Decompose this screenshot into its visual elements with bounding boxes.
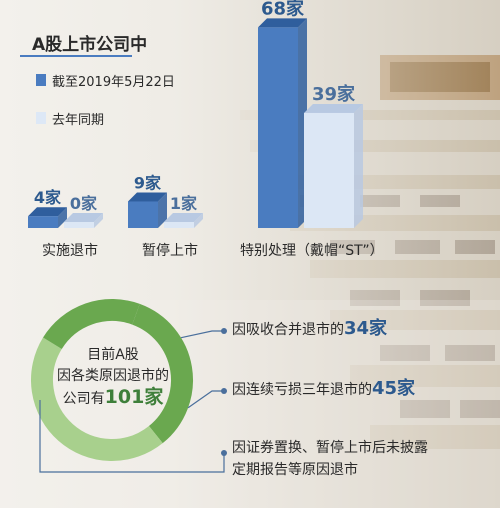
annotation-merger-value: 34家: [344, 318, 388, 339]
bar-delisted-last-year: [64, 222, 94, 228]
bar-delisted-current: [28, 216, 58, 228]
bar-label-suspended-last-year: 1家: [170, 194, 198, 213]
ring-center-line-2: 因各类原因退市的: [57, 368, 169, 384]
bar-side-suspended-last-year: [194, 213, 203, 228]
bar-top-delisted-current: [28, 207, 67, 217]
ring-center-line-1: 目前A股: [87, 347, 139, 363]
ring-segment-3: [43, 299, 140, 350]
legend-label-current: 截至2019年5月22日: [52, 75, 175, 90]
connector-other-dot: [221, 450, 227, 456]
bar-st-current: [258, 27, 298, 229]
ring-segment-2: [31, 337, 163, 461]
annotation-other-line-1: 因证券置换、暂停上市后未披露: [232, 440, 428, 456]
annotation-merger-label: 因吸收合并退市的: [232, 322, 344, 338]
bar-suspended-last-year: [164, 222, 194, 228]
bar-side-delisted-current: [58, 207, 67, 228]
bar-side-st-last-year: [354, 103, 363, 228]
ring-segment-1: [131, 303, 193, 444]
bar-side-suspended-current: [158, 192, 167, 228]
legend-label-last-year: 去年同期: [52, 113, 105, 128]
annotation-merger: 因吸收合并退市的34家: [232, 314, 387, 340]
title-underline: [20, 55, 132, 57]
connector-other: [39, 400, 225, 473]
category-label-suspended: 暂停上市: [142, 243, 198, 259]
category-label-delisted: 实施退市: [42, 243, 98, 259]
annotation-other-line-2: 定期报告等原因退市: [232, 462, 358, 478]
connector-merger-dot: [221, 328, 227, 334]
legend-swatch-current: [36, 74, 46, 86]
bar-chart: 4家 0家 9家 1家 68家 39家: [28, 0, 363, 229]
ring-chart: [31, 299, 227, 473]
connector-losses-dot: [221, 388, 227, 394]
bar-top-st-last-year: [304, 103, 363, 113]
legend-swatch-last-year: [36, 112, 46, 124]
ring-center-line-3: 公司有: [62, 391, 105, 407]
annotation-losses: 因连续亏损三年退市的45家: [232, 374, 415, 400]
bar-top-suspended-current: [128, 192, 167, 202]
bar-st-last-year: [304, 112, 354, 228]
bar-label-delisted-current: 4家: [34, 188, 62, 207]
bar-top-st-current: [258, 18, 307, 28]
bar-suspended-current: [128, 201, 158, 228]
annotation-losses-value: 45家: [372, 378, 416, 399]
ring-center-value: 101家: [104, 386, 164, 408]
connector-losses: [187, 390, 226, 409]
annotation-other: 因证券置换、暂停上市后未披露 定期报告等原因退市: [232, 437, 428, 481]
chart-title: A股上市公司中: [32, 35, 148, 55]
bar-top-delisted-last-year: [64, 213, 103, 222]
bar-top-suspended-last-year: [164, 213, 203, 222]
connector-merger: [180, 330, 226, 339]
bar-label-st-current: 68家: [261, 0, 305, 19]
bar-label-suspended-current: 9家: [134, 173, 162, 192]
ring-center-text: 目前A股 因各类原因退市的 公司有101家: [48, 345, 178, 410]
category-label-st: 特别处理（戴帽“ST”）: [240, 243, 384, 259]
bar-side-delisted-last-year: [94, 213, 103, 228]
annotation-losses-label: 因连续亏损三年退市的: [232, 382, 372, 398]
bar-label-st-last-year: 39家: [312, 83, 356, 105]
bar-label-delisted-last-year: 0家: [70, 194, 98, 213]
